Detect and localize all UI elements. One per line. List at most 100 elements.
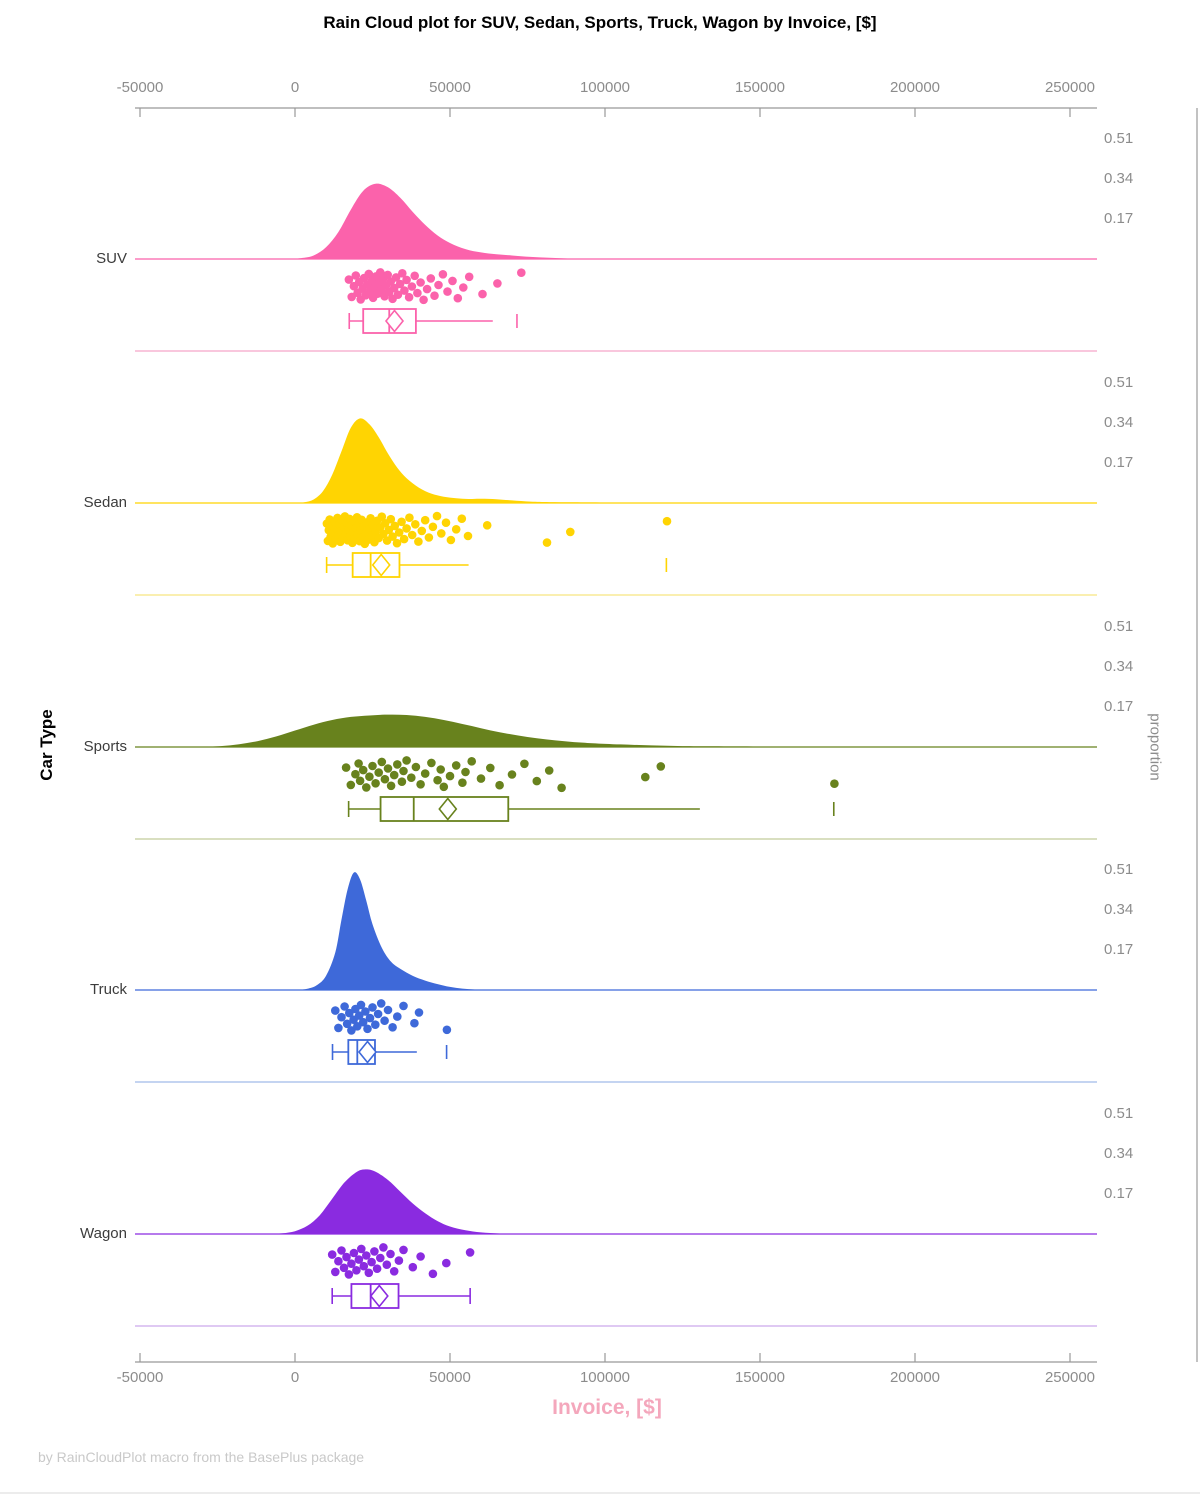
sedan-rain-point	[397, 517, 406, 527]
truck-rain-point	[442, 1025, 452, 1035]
sedan-rain-point	[432, 511, 442, 521]
sedan-rain-point	[420, 515, 430, 525]
suv-rain-point	[430, 291, 439, 301]
wagon-mean-diamond	[369, 1284, 389, 1308]
truck-rain-point	[345, 1008, 354, 1018]
suv-rain-point	[426, 274, 436, 283]
sedan-rain-point	[446, 535, 456, 545]
category-label-suv: SUV	[96, 250, 127, 267]
suv-rain-point	[364, 269, 374, 279]
sports-rain-point	[399, 766, 408, 776]
suv-mean-diamond	[384, 309, 405, 333]
category-label-sedan: Sedan	[83, 494, 127, 511]
top-x-tick-label: 100000	[579, 79, 631, 96]
wagon-rain-point	[465, 1248, 475, 1257]
wagon-rain-point	[379, 1243, 388, 1252]
bottom-x-tick-label: 0	[290, 1369, 300, 1386]
sedan-rain-point	[482, 521, 492, 530]
sports-rain-point	[461, 767, 470, 777]
wagon-rain-point	[354, 1255, 364, 1264]
sedan-rain-point	[377, 512, 387, 521]
sports-rain-point	[380, 774, 390, 784]
category-label-sports: Sports	[83, 738, 127, 755]
sports-rain-point	[495, 780, 504, 790]
suv-rain-point	[404, 292, 414, 302]
suv-rain-point	[351, 271, 361, 280]
sedan-rain-point	[566, 527, 575, 537]
proportion-tick-label: 0.34	[1104, 901, 1134, 919]
sports-rain-point	[402, 756, 411, 765]
truck-rain-point	[342, 1019, 352, 1029]
wagon-rain-point	[331, 1267, 340, 1277]
suv-rain-point	[419, 295, 428, 305]
suv-rain-point	[400, 286, 409, 295]
sedan-rain-point	[411, 520, 420, 529]
truck-rain-point	[334, 1023, 343, 1033]
sedan-rain-point	[424, 533, 434, 542]
truck-rain-point	[388, 1023, 397, 1032]
suv-density-cloud	[288, 183, 587, 259]
sports-rain-point	[439, 782, 449, 792]
truck-rain-point	[368, 1003, 377, 1012]
sports-rain-point	[544, 766, 554, 775]
sports-rain-point	[411, 762, 421, 772]
proportion-tick-label: 0.51	[1104, 1105, 1134, 1123]
suv-rain-point	[453, 293, 463, 303]
top-x-tick-label: 250000	[1044, 79, 1096, 96]
sedan-rain-point	[386, 514, 396, 524]
chart-title: Rain Cloud plot for SUV, Sedan, Sports, …	[323, 13, 877, 32]
wagon-rain-point	[370, 1247, 379, 1256]
wagon-rain-point	[386, 1249, 395, 1259]
sedan-rain-point	[417, 526, 427, 536]
top-x-tick-label: 50000	[429, 79, 471, 96]
suv-rain-point	[376, 268, 385, 277]
truck-rain-point	[340, 1002, 349, 1011]
wagon-rain-point	[399, 1245, 408, 1255]
suv-rain-point	[434, 280, 443, 290]
truck-rain-point	[373, 1009, 383, 1019]
suv-rain-point	[443, 287, 452, 296]
proportion-tick-label: 0.51	[1104, 861, 1134, 879]
wagon-rain-point	[339, 1263, 349, 1273]
top-x-tick-label: -50000	[116, 79, 164, 96]
suv-rain-point	[459, 283, 468, 292]
wagon-rain-point	[342, 1252, 351, 1262]
sports-rain-point	[451, 761, 461, 770]
bottom-x-tick-label: 200000	[889, 1369, 941, 1386]
sports-rain-point	[407, 773, 416, 782]
suv-rain-point	[448, 276, 457, 286]
suv-rain-point	[393, 290, 403, 300]
sedan-rain-point	[399, 534, 409, 544]
top-x-tick-label: 200000	[889, 79, 941, 96]
sports-rain-point	[641, 772, 650, 782]
truck-rain-point	[393, 1012, 402, 1021]
truck-rain-point	[414, 1008, 424, 1017]
sedan-rain-point	[457, 514, 467, 523]
sports-mean-diamond	[438, 797, 458, 821]
truck-density-cloud	[298, 872, 488, 990]
top-x-tick-label: 0	[290, 79, 300, 96]
truck-rain-point	[337, 1012, 346, 1022]
sedan-rain-point	[662, 516, 672, 526]
truck-rain-point	[410, 1018, 419, 1028]
wagon-rain-point	[408, 1262, 418, 1272]
sports-rain-point	[507, 770, 517, 779]
proportion-tick-label: 0.17	[1104, 941, 1134, 959]
sports-rain-point	[420, 769, 430, 778]
proportion-tick-label: 0.34	[1104, 658, 1134, 676]
sedan-rain-point	[392, 538, 402, 548]
sedan-rain-point	[451, 525, 461, 534]
truck-rain-point	[354, 1011, 364, 1020]
suv-rain-point	[398, 269, 407, 278]
sports-rain-point	[433, 775, 442, 785]
proportion-tick-label: 0.51	[1104, 374, 1134, 392]
proportion-tick-label: 0.17	[1104, 1185, 1134, 1203]
sports-density-cloud	[202, 714, 884, 747]
truck-rain-point	[361, 1007, 370, 1016]
truck-rain-point	[356, 1000, 366, 1010]
sports-rain-point	[436, 765, 446, 774]
proportion-tick-label: 0.17	[1104, 454, 1134, 472]
truck-rain-point	[380, 1016, 389, 1025]
sports-rain-point	[354, 759, 363, 768]
